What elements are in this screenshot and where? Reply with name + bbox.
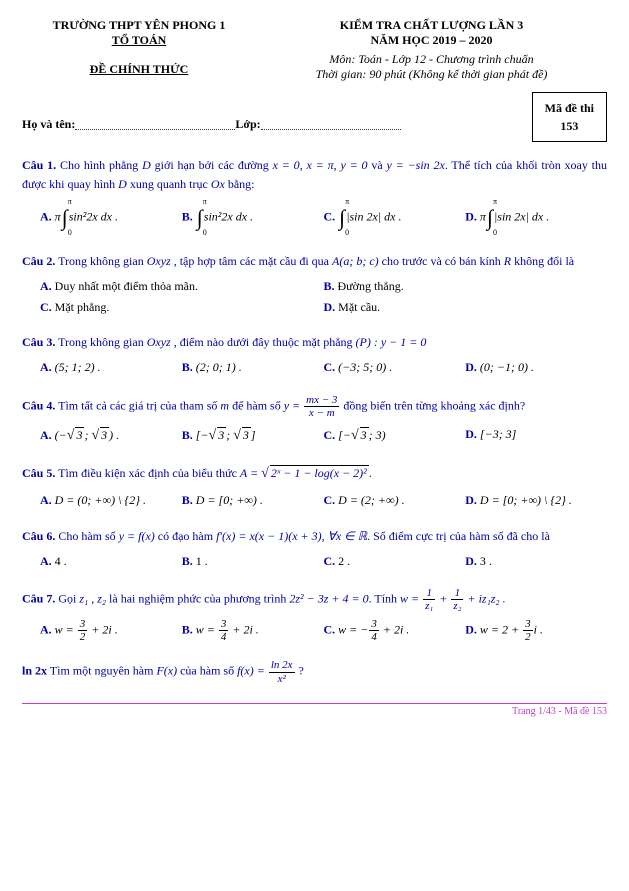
q7-number: Câu 7. [22, 591, 55, 605]
q3-opt-a: A. (5; 1; 2) . [40, 358, 182, 377]
q6-opt-d: D. 3 . [465, 552, 607, 571]
exam-title: KIỂM TRA CHẤT LƯỢNG LẦN 3 [256, 18, 607, 33]
header-left: TRƯỜNG THPT YÊN PHONG 1 TỔ TOÁN ĐỀ CHÍNH… [22, 18, 256, 82]
q6-opt-c: C. 2 . [324, 552, 466, 571]
name-field-row: Họ và tên: Lớp: [22, 117, 522, 132]
q1-number: Câu 1. [22, 158, 56, 172]
q7-opt-a: A. w = 32 + 2i . [40, 618, 182, 643]
q7-opt-d: D. w = 2 + 32i . [465, 618, 607, 643]
q1-options: A. π∫π0sin²2x dx . B. ∫π0sin²2x dx . C. … [22, 200, 607, 237]
name-row: Họ và tên: Lớp: Mã đề thi 153 [22, 92, 607, 142]
duration-line: Thời gian: 90 phút (Không kể thời gian p… [256, 67, 607, 82]
q5-number: Câu 5. [22, 466, 55, 480]
integral-icon: ∫π0 [197, 200, 203, 235]
header-right: KIỂM TRA CHẤT LƯỢNG LẦN 3 NĂM HỌC 2019 –… [256, 18, 607, 82]
q2-number: Câu 2. [22, 254, 55, 268]
q7-options: A. w = 32 + 2i . B. w = 34 + 2i . C. w =… [22, 618, 607, 645]
q4-opt-d: D. [−3; 3] [465, 425, 607, 447]
question-6: Câu 6. Cho hàm số y = f(x) có đạo hàm f′… [22, 527, 607, 573]
fraction: mx − 3x − m [304, 394, 339, 419]
fraction: 1z₂ [451, 587, 463, 612]
official-label: ĐỀ CHÍNH THỨC [22, 62, 256, 77]
q5-opt-d: D. D = [0; +∞) \ {2} . [465, 491, 607, 510]
q6-number: Câu 6. [22, 529, 55, 543]
q4-options: A. (−√3; √3) . B. [−√3; √3] C. [−√3; 3) … [22, 425, 607, 449]
q1-opt-d: D. π∫π0|sin 2x| dx . [465, 200, 607, 235]
q4-opt-b: B. [−√3; √3] [182, 425, 324, 447]
name-label: Họ và tên: [22, 117, 75, 132]
name-dots [75, 119, 235, 130]
fraction: ln 2xx² [269, 659, 295, 684]
fraction: 34 [369, 618, 379, 643]
fraction: 1z₁ [423, 587, 435, 612]
fraction: 32 [78, 618, 88, 643]
q4-number: Câu 4. [22, 398, 55, 412]
q1-opt-c: C. ∫π0|sin 2x| dx . [324, 200, 466, 235]
q3-opt-b: B. (2; 0; 1) . [182, 358, 324, 377]
q8-number: ln 2x [22, 664, 47, 678]
q6-options: A. 4 . B. 1 . C. 2 . D. 3 . [22, 552, 607, 573]
school-year: NĂM HỌC 2019 – 2020 [256, 33, 607, 48]
q2-options: A. Duy nhất một điểm thỏa mãn. B. Đường … [22, 277, 607, 319]
question-1: Câu 1. Cho hình phẳng D giới hạn bởi các… [22, 156, 607, 238]
q2-opt-c: C. Mặt phẳng. [40, 298, 324, 317]
fraction: 32 [523, 618, 533, 643]
question-5: Câu 5. Tìm điều kiện xác định của biểu t… [22, 463, 607, 513]
page-footer: Trang 1/43 - Mã đề 153 [22, 703, 607, 717]
question-7: Câu 7. Gọi z₁ , z₂ là hai nghiệm phức củ… [22, 587, 607, 645]
q3-options: A. (5; 1; 2) . B. (2; 0; 1) . C. (−3; 5;… [22, 358, 607, 379]
q5-options: A. D = (0; +∞) \ {2} . B. D = [0; +∞) . … [22, 491, 607, 512]
class-label: Lớp: [235, 117, 260, 132]
integral-icon: ∫π0 [487, 200, 493, 235]
code-label: Mã đề thi [545, 99, 594, 117]
q2-opt-a: A. Duy nhất một điểm thỏa mãn. [40, 277, 324, 296]
integral-icon: ∫π0 [339, 200, 345, 235]
department: TỔ TOÁN [22, 33, 256, 48]
question-4: Câu 4. Tìm tất cả các giá trị của tham s… [22, 394, 607, 450]
q5-opt-b: B. D = [0; +∞) . [182, 491, 324, 510]
integral-icon: ∫π0 [62, 200, 68, 235]
school-name: TRƯỜNG THPT YÊN PHONG 1 [22, 18, 256, 33]
q5-opt-c: C. D = (2; +∞) . [324, 491, 466, 510]
q6-opt-a: A. 4 . [40, 552, 182, 571]
q5-opt-a: A. D = (0; +∞) \ {2} . [40, 491, 182, 510]
q7-opt-b: B. w = 34 + 2i . [182, 618, 324, 643]
q4-opt-c: C. [−√3; 3) [324, 425, 466, 447]
header: TRƯỜNG THPT YÊN PHONG 1 TỔ TOÁN ĐỀ CHÍNH… [22, 18, 607, 82]
question-2: Câu 2. Trong không gian Oxyz , tập hợp t… [22, 252, 607, 320]
q4-opt-a: A. (−√3; √3) . [40, 425, 182, 447]
q2-opt-b: B. Đường thẳng. [324, 277, 608, 296]
q3-opt-d: D. (0; −1; 0) . [465, 358, 607, 377]
q2-opt-d: D. Mặt cầu. [324, 298, 608, 317]
q7-opt-c: C. w = −34 + 2i . [324, 618, 466, 643]
q6-opt-b: B. 1 . [182, 552, 324, 571]
q1-opt-a: A. π∫π0sin²2x dx . [40, 200, 182, 235]
exam-code-box: Mã đề thi 153 [532, 92, 607, 142]
subject-line: Môn: Toán - Lớp 12 - Chương trình chuẩn [256, 52, 607, 67]
question-8: ln 2x Tìm một nguyên hàm F(x) của hàm số… [22, 659, 607, 684]
question-3: Câu 3. Trong không gian Oxyz , điểm nào … [22, 333, 607, 379]
q3-number: Câu 3. [22, 335, 55, 349]
code-value: 153 [545, 117, 594, 135]
fraction: 34 [219, 618, 229, 643]
q3-opt-c: C. (−3; 5; 0) . [324, 358, 466, 377]
class-dots [261, 119, 401, 130]
q1-opt-b: B. ∫π0sin²2x dx . [182, 200, 324, 235]
